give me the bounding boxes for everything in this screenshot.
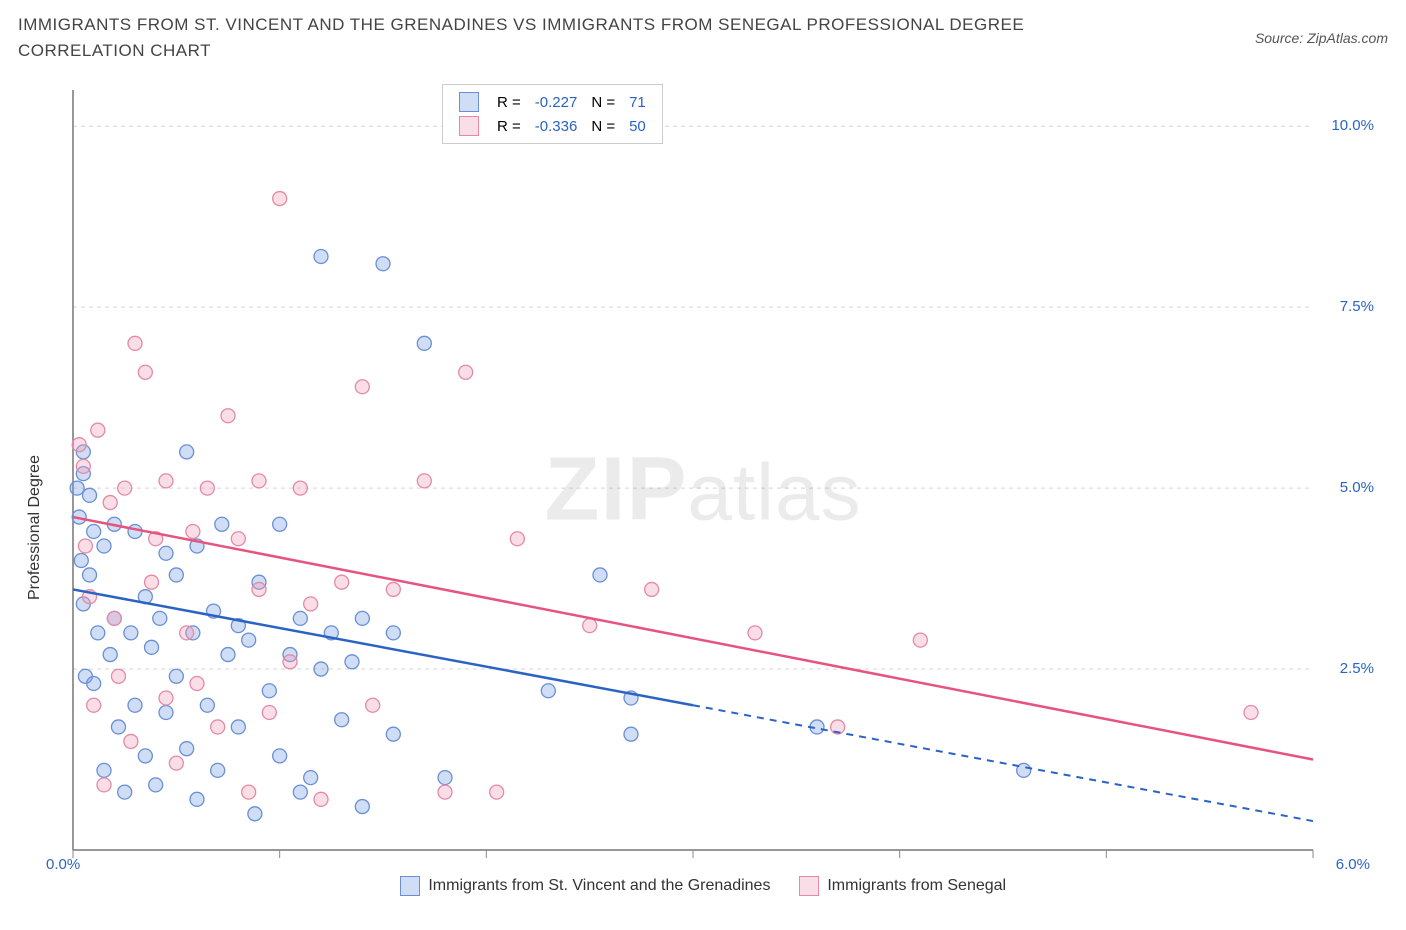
legend-r1: -0.227: [529, 91, 584, 113]
legend-swatch-1b: [400, 876, 420, 896]
legend-r-label-2: R =: [491, 115, 527, 137]
legend-series1: Immigrants from St. Vincent and the Gren…: [428, 877, 770, 894]
legend-bottom: Immigrants from St. Vincent and the Gren…: [22, 876, 1384, 896]
right-tick-label: 10.0%: [1331, 117, 1374, 134]
legend-swatch-1: [459, 92, 479, 112]
legend-n2: 50: [623, 115, 652, 137]
chart-title: IMMIGRANTS FROM ST. VINCENT AND THE GREN…: [18, 12, 1118, 63]
source-label: Source: ZipAtlas.com: [1255, 30, 1388, 46]
legend-series2: Immigrants from Senegal: [827, 877, 1006, 894]
legend-n-label: N =: [585, 91, 621, 113]
y-axis-label: Professional Degree: [26, 455, 44, 600]
bottom-right-label: 6.0%: [1336, 856, 1370, 873]
left-axis-zero: 0.0%: [46, 856, 80, 873]
scatter-chart: [22, 80, 1384, 900]
legend-top: R = -0.227 N = 71 R = -0.336 N = 50: [442, 84, 663, 144]
right-tick-label: 2.5%: [1340, 660, 1374, 677]
legend-swatch-2: [459, 116, 479, 136]
legend-n-label-2: N =: [585, 115, 621, 137]
legend-n1: 71: [623, 91, 652, 113]
right-tick-label: 7.5%: [1340, 298, 1374, 315]
legend-r2: -0.336: [529, 115, 584, 137]
legend-r-label: R =: [491, 91, 527, 113]
right-tick-label: 5.0%: [1340, 479, 1374, 496]
legend-swatch-2b: [799, 876, 819, 896]
chart-area: ZIPatlas Professional Degree R = -0.227 …: [22, 80, 1384, 900]
